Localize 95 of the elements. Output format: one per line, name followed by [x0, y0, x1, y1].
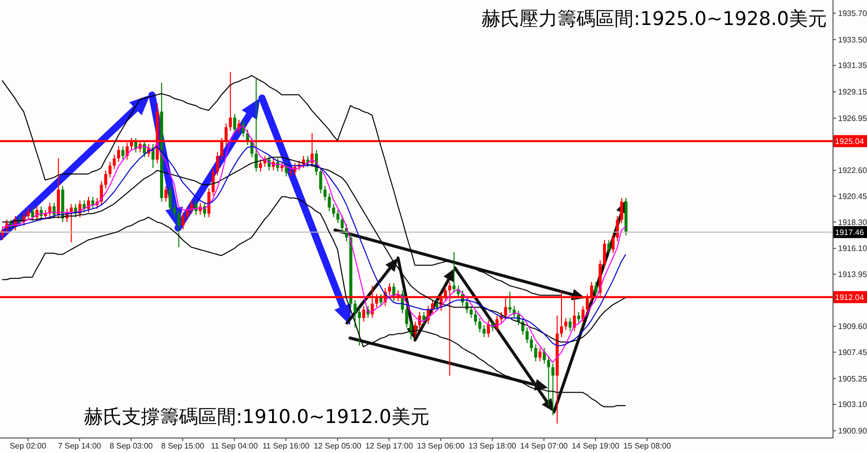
- candlestick: [470, 306, 473, 318]
- candlestick: [452, 252, 456, 294]
- candlestick: [336, 210, 340, 224]
- x-tick-label: 12 Sep 17:00: [365, 442, 414, 451]
- candlestick: [26, 207, 30, 220]
- y-tick-label: 1905.25: [838, 374, 867, 384]
- line-series: [2, 196, 626, 408]
- candlestick: [577, 312, 580, 324]
- candlestick: [474, 310, 477, 326]
- candlestick: [431, 300, 434, 314]
- candlestick: [112, 154, 116, 170]
- candlestick: [551, 363, 554, 416]
- candlestick: [422, 312, 426, 324]
- candlestick: [280, 162, 284, 172]
- y-tick-label: 1903.10: [838, 400, 867, 410]
- annotation: 赫氏壓力籌碼區間:1925.0~1928.0美元: [482, 7, 827, 32]
- y-tick-label: 1922.60: [838, 166, 867, 176]
- candlestick: [121, 146, 124, 160]
- candlestick: [228, 72, 232, 132]
- ref-line-label: 1912.04: [835, 293, 864, 302]
- candlestick: [582, 306, 584, 324]
- y-tick-label: 1909.60: [838, 322, 867, 332]
- candlestick: [173, 204, 176, 218]
- candlestick: [216, 152, 219, 176]
- y-tick-label: 1900.90: [838, 426, 867, 436]
- candlestick: [182, 212, 185, 230]
- candlestick: [319, 168, 322, 194]
- y-tick-label: 1920.45: [838, 192, 867, 202]
- candlestick: [620, 198, 624, 224]
- candlestick: [354, 300, 357, 328]
- candlestick: [379, 294, 382, 306]
- candlestick: [328, 192, 331, 212]
- candlestick: [284, 162, 288, 177]
- x-tick-label: 13 Sep 18:00: [468, 442, 517, 451]
- candlestick: [259, 159, 262, 172]
- x-tick-label: 7 Sep 14:00: [58, 442, 102, 451]
- x-tick-label: 8 Sep 03:00: [110, 442, 154, 451]
- y-tick-label: 1913.95: [838, 270, 867, 280]
- y-tick-label: 1926.95: [838, 114, 867, 124]
- candlestick: [117, 146, 120, 162]
- y-tick-label: 1918.30: [838, 218, 867, 227]
- line-series: [2, 75, 562, 296]
- candlestick: [254, 78, 258, 172]
- x-tick-label: 12 Sep 05:00: [314, 442, 362, 451]
- y-tick-label: 1935.70: [838, 9, 867, 18]
- candlestick: [332, 204, 336, 218]
- candlestick: [358, 308, 361, 346]
- candlestick: [324, 186, 326, 201]
- candlestick: [186, 206, 189, 220]
- candlestick: [168, 186, 172, 212]
- candlestick: [405, 306, 408, 328]
- candlestick: [362, 306, 366, 322]
- candlestick: [435, 300, 438, 312]
- candlestick: [568, 318, 572, 332]
- x-tick-label: 15 Sep 08:00: [623, 442, 672, 451]
- x-tick-label: 14 Sep 19:00: [572, 442, 620, 451]
- x-tick-label: Sep 02:00: [10, 442, 47, 451]
- candlestick: [603, 240, 606, 268]
- candlestick: [177, 210, 180, 248]
- y-tick-label: 1931.35: [838, 61, 867, 70]
- candlestick: [594, 282, 598, 297]
- candlestick: [526, 327, 529, 344]
- candlestick: [108, 162, 112, 178]
- y-tick-label: 1916.10: [838, 244, 867, 254]
- candlestick: [612, 234, 615, 254]
- candlestick: [486, 320, 490, 338]
- candlestick: [31, 207, 34, 222]
- ref-line-label: 1925.04: [835, 137, 864, 146]
- candlestick: [607, 240, 610, 254]
- candlestick: [478, 318, 482, 333]
- x-tick-label: 13 Sep 06:00: [416, 442, 466, 451]
- candlestick: [564, 318, 568, 330]
- x-tick-label: 11 Sep 04:00: [210, 442, 258, 451]
- candlestick: [212, 168, 215, 196]
- candlestick: [547, 356, 550, 406]
- x-tick-label: 11 Sep 16:00: [262, 442, 310, 451]
- candlestick: [530, 336, 533, 352]
- y-tick-label: 1933.50: [838, 35, 867, 44]
- candlestick: [534, 344, 538, 362]
- candlestick: [616, 216, 619, 242]
- candlestick: [70, 204, 73, 243]
- candlestick: [508, 291, 512, 314]
- y-tick-label: 1929.15: [838, 88, 867, 97]
- candlestick: [104, 170, 108, 189]
- candlestick: [340, 216, 344, 232]
- candlestick: [207, 188, 210, 218]
- x-tick-label: 14 Sep 07:00: [520, 442, 568, 451]
- candlestick: [233, 114, 236, 134]
- ref-line-label: 1917.46: [835, 228, 864, 238]
- candlestick: [164, 186, 168, 202]
- candlestick: [538, 348, 542, 362]
- candlestick: [482, 324, 486, 338]
- y-tick-label: 1907.45: [838, 348, 867, 358]
- annotation: 赫氏支撐籌碼區間:1910.0~1912.0美元: [84, 405, 430, 430]
- x-tick-label: 8 Sep 15:00: [161, 442, 205, 451]
